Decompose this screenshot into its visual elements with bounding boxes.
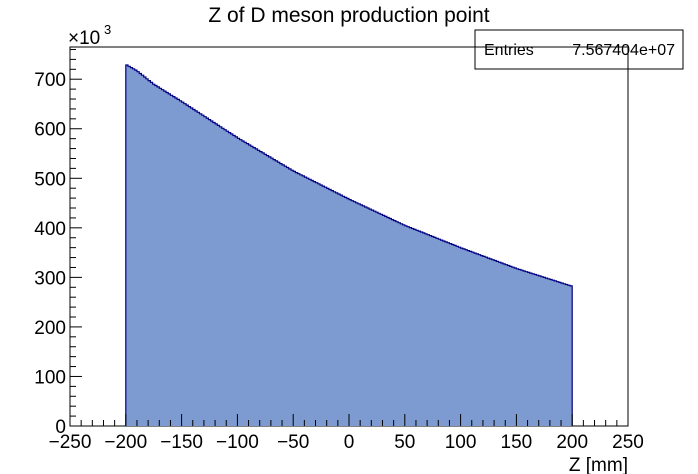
y-tick-label: 400 xyxy=(34,219,66,240)
y-tick-label: 300 xyxy=(34,268,66,289)
y-tick-label: 0 xyxy=(55,417,66,438)
y-tick-label: 100 xyxy=(34,367,66,388)
x-tick-label: −200 xyxy=(104,432,147,453)
x-axis: −250 −200 −150 −100 −50 0 50 100 150 200 250 xyxy=(49,414,644,453)
y-tick-label: 200 xyxy=(34,318,66,339)
x-tick-label: 150 xyxy=(501,432,533,453)
x-tick-label: 50 xyxy=(394,432,415,453)
y-tick-label: 700 xyxy=(34,70,66,91)
y-axis: 0 100 200 300 400 500 600 700 xyxy=(34,48,82,438)
x-axis-title: Z [mm] xyxy=(569,455,628,474)
histogram-fill xyxy=(125,65,573,426)
y-multiplier-base: ×10 xyxy=(68,28,100,49)
chart-title: Z of D meson production point xyxy=(208,4,489,27)
y-axis-multiplier: ×10 3 xyxy=(68,22,111,49)
x-tick-label: 250 xyxy=(612,432,644,453)
y-multiplier-exponent: 3 xyxy=(104,22,111,37)
stats-box: Entries 7.567404e+07 xyxy=(474,29,684,70)
x-tick-label: −100 xyxy=(216,432,259,453)
x-tick-label: −150 xyxy=(160,432,203,453)
x-tick-label: −50 xyxy=(277,432,309,453)
x-tick-label: 100 xyxy=(445,432,477,453)
x-tick-label: 200 xyxy=(556,432,588,453)
stats-entries-value: 7.567404e+07 xyxy=(572,42,675,59)
y-tick-label: 500 xyxy=(34,169,66,190)
stats-entries-label: Entries xyxy=(484,42,534,59)
y-tick-label: 600 xyxy=(34,120,66,141)
x-tick-label: −250 xyxy=(49,432,92,453)
x-tick-label: 0 xyxy=(344,432,355,453)
histogram-outline xyxy=(125,64,573,426)
